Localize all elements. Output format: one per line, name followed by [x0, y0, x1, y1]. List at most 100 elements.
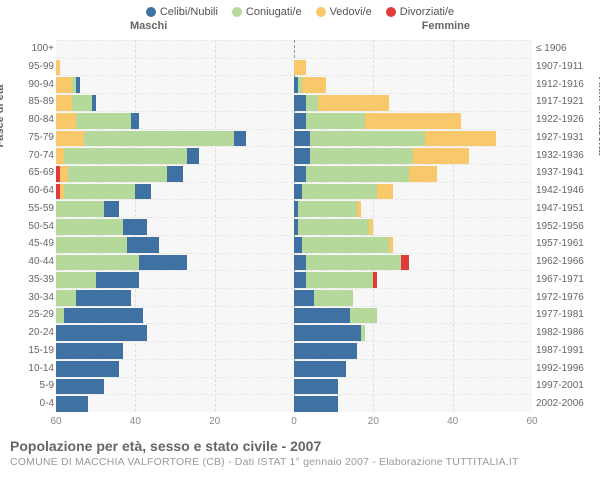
seg-cel	[139, 255, 187, 271]
seg-cel	[92, 95, 96, 111]
age-row	[56, 235, 532, 254]
seg-cel	[187, 148, 199, 164]
bar-f	[294, 166, 532, 182]
bar-m	[56, 113, 294, 129]
bar-m	[56, 379, 294, 395]
bar-m	[56, 343, 294, 359]
seg-cel	[135, 184, 151, 200]
seg-ved	[56, 113, 76, 129]
seg-ved	[56, 60, 60, 76]
seg-con	[350, 308, 378, 324]
bar-f	[294, 255, 532, 271]
seg-con	[298, 219, 369, 235]
age-label: 55-59	[8, 200, 54, 217]
legend-item: Celibi/Nubili	[146, 6, 218, 18]
seg-cel	[234, 131, 246, 147]
age-row	[56, 341, 532, 360]
bar-m	[56, 201, 294, 217]
birth-label: 1907-1911	[536, 58, 592, 75]
label-females: Femmine	[422, 20, 470, 32]
bar-m	[56, 148, 294, 164]
age-row	[56, 253, 532, 272]
birth-label: 1992-1996	[536, 360, 592, 377]
age-label: 100+	[8, 40, 54, 57]
age-label: 90-94	[8, 76, 54, 93]
age-row	[56, 93, 532, 112]
seg-cel	[123, 219, 147, 235]
age-row	[56, 270, 532, 289]
birth-label: 1997-2001	[536, 377, 592, 394]
seg-cel	[294, 308, 350, 324]
bar-f	[294, 396, 532, 412]
seg-con	[302, 237, 389, 253]
seg-con	[56, 308, 64, 324]
seg-cel	[294, 361, 346, 377]
x-tick: 60	[526, 416, 537, 427]
seg-con	[56, 272, 96, 288]
age-row	[56, 75, 532, 94]
y-left-labels: 100+95-9990-9485-8980-8475-7970-7465-696…	[8, 40, 54, 412]
seg-con	[56, 237, 127, 253]
x-axis: 6040200204060	[56, 416, 532, 432]
seg-ved	[302, 77, 326, 93]
age-row	[56, 58, 532, 77]
seg-cel	[294, 396, 338, 412]
legend-label: Vedovi/e	[330, 6, 372, 18]
seg-con	[306, 95, 318, 111]
legend-swatch	[232, 7, 242, 17]
bar-f	[294, 131, 532, 147]
seg-con	[306, 255, 401, 271]
seg-ved	[56, 131, 84, 147]
seg-ved	[60, 166, 68, 182]
seg-cel	[96, 272, 140, 288]
chart-title: Popolazione per età, sesso e stato civil…	[10, 438, 590, 454]
bar-f	[294, 343, 532, 359]
bar-m	[56, 325, 294, 341]
bar-m	[56, 237, 294, 253]
seg-cel	[294, 184, 302, 200]
seg-cel	[294, 379, 338, 395]
chart-subtitle: COMUNE DI MACCHIA VALFORTORE (CB) - Dati…	[10, 456, 590, 468]
age-row	[56, 40, 532, 59]
gender-labels: Maschi Femmine	[0, 20, 600, 36]
birth-label: ≤ 1906	[536, 40, 592, 57]
seg-cel	[294, 131, 310, 147]
birth-label: 1972-1976	[536, 289, 592, 306]
seg-cel	[294, 237, 302, 253]
birth-label: 1912-1916	[536, 76, 592, 93]
legend-item: Coniugati/e	[232, 6, 302, 18]
bar-f	[294, 237, 532, 253]
seg-con	[306, 272, 373, 288]
legend-item: Divorziati/e	[386, 6, 454, 18]
age-label: 25-29	[8, 306, 54, 323]
pyramid-chart: Fasce di età Anni di nascita 100+95-9990…	[8, 36, 592, 436]
age-row	[56, 323, 532, 342]
birth-label: 1977-1981	[536, 306, 592, 323]
seg-cel	[294, 113, 306, 129]
bar-m	[56, 361, 294, 377]
bar-f	[294, 113, 532, 129]
age-row	[56, 306, 532, 325]
seg-ved	[409, 166, 437, 182]
x-tick: 60	[50, 416, 61, 427]
bar-f	[294, 148, 532, 164]
seg-cel	[167, 166, 183, 182]
bar-m	[56, 60, 294, 76]
legend-swatch	[316, 7, 326, 17]
age-label: 60-64	[8, 182, 54, 199]
seg-div	[401, 255, 409, 271]
age-label: 80-84	[8, 111, 54, 128]
bar-f	[294, 77, 532, 93]
bar-m	[56, 184, 294, 200]
x-tick: 40	[447, 416, 458, 427]
birth-label: 2002-2006	[536, 395, 592, 412]
label-males: Maschi	[130, 20, 167, 32]
x-tick: 20	[368, 416, 379, 427]
seg-cel	[131, 113, 139, 129]
age-label: 35-39	[8, 271, 54, 288]
bar-m	[56, 219, 294, 235]
seg-con	[84, 131, 235, 147]
bar-f	[294, 60, 532, 76]
age-row	[56, 359, 532, 378]
y-left-title: Fasce di età	[0, 56, 6, 176]
